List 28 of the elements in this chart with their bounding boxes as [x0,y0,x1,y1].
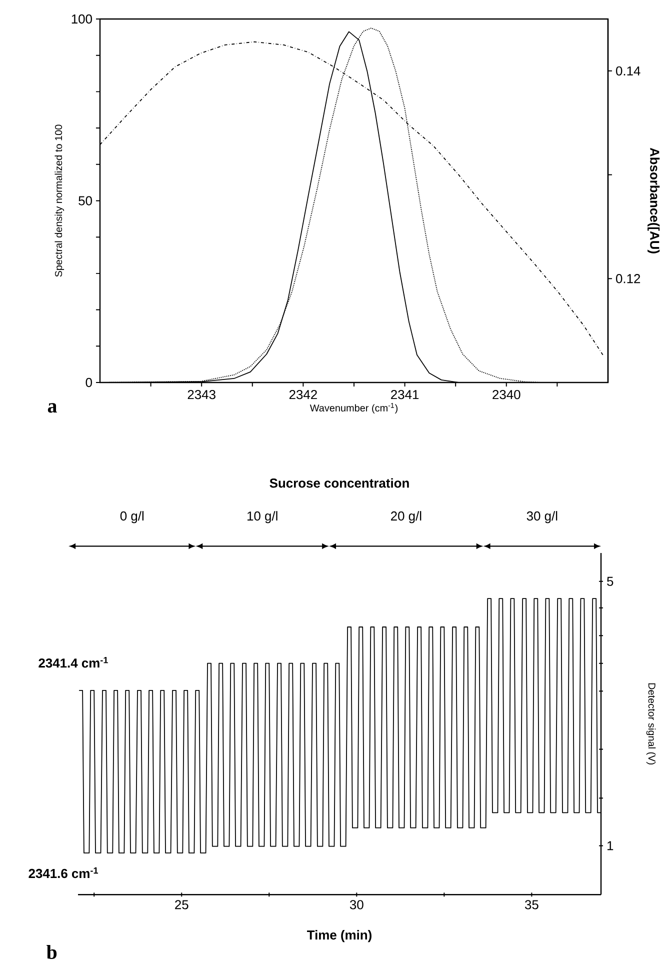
text: 0 g/l [120,511,144,524]
y-tick-label: 100 [72,14,92,24]
x-axis-title: Time (min) [307,930,372,942]
y-tick-label: 5 [607,576,614,586]
y-tick-label: 0 [86,378,92,388]
x-axis-title: Wavenumber (cm$^{-1}$) [310,403,398,414]
y-axis-title: Detector signal (V) [646,683,656,764]
y2-tick-label: 0.14 [616,66,640,76]
chart-title: Sucrose concentration [270,478,409,488]
text: 20 g/l [391,511,422,524]
y-tick-label: 50 [78,196,92,206]
text: a [48,403,57,413]
x-tick-label: 2342 [289,390,317,400]
text: 30 g/l [526,511,558,524]
text: 10 g/l [247,511,278,524]
text: b [46,944,57,959]
y2-axis-title: Absorbance([AU) [648,148,660,254]
x-tick-label: 2340 [492,390,520,400]
y-axis-title: Spectral density normalized to 100 [54,124,64,277]
x-tick-label: 35 [524,900,538,910]
y2-tick-label: 0.12 [616,274,640,284]
annotation: 2341.6 cm$^{-1}$ [28,867,98,878]
x-tick-label: 30 [350,900,364,910]
x-tick-label: 2341 [391,390,419,400]
x-tick-label: 2343 [188,390,216,400]
x-tick-label: 25 [175,900,188,910]
annotation: 2341.4 cm$^{-1}$ [38,656,108,668]
y-tick-label: 1 [607,841,614,850]
